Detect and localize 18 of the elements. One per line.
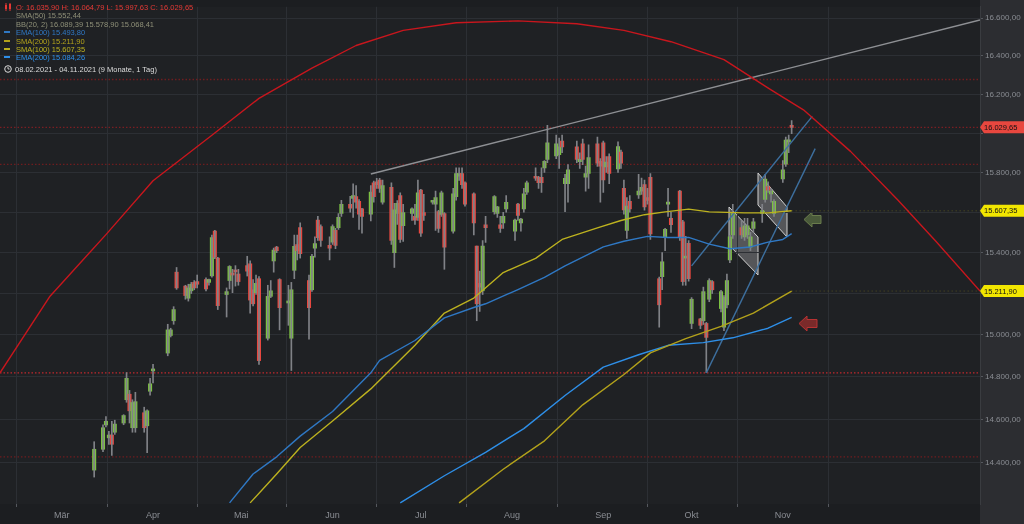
x-tick-label: Apr <box>146 509 161 520</box>
y-tick-label: 14.400,00 <box>985 457 1022 467</box>
x-tick-label: Mär <box>54 509 70 520</box>
y-tick-label: 16.200,00 <box>985 89 1022 99</box>
y-tick-label: 16.600,00 <box>985 13 1022 23</box>
x-tick-label: Jun <box>325 509 340 520</box>
x-tick-label: Jul <box>415 509 427 520</box>
y-tick-label: 15.000,00 <box>985 330 1022 340</box>
x-tick-label: Aug <box>504 509 521 520</box>
y-tick-label: 14.600,00 <box>985 414 1022 424</box>
y-tick-label: 15.800,00 <box>985 167 1022 177</box>
x-tick-label: Okt <box>684 509 700 520</box>
x-tick-label: Mai <box>234 509 249 520</box>
y-tick-label: 14.800,00 <box>985 372 1022 382</box>
x-tick-label: Nov <box>774 509 792 520</box>
y-tick-label: 15.400,00 <box>985 247 1022 257</box>
x-tick-label: Sep <box>595 509 612 520</box>
y-tick-label: 16.400,00 <box>985 51 1022 61</box>
